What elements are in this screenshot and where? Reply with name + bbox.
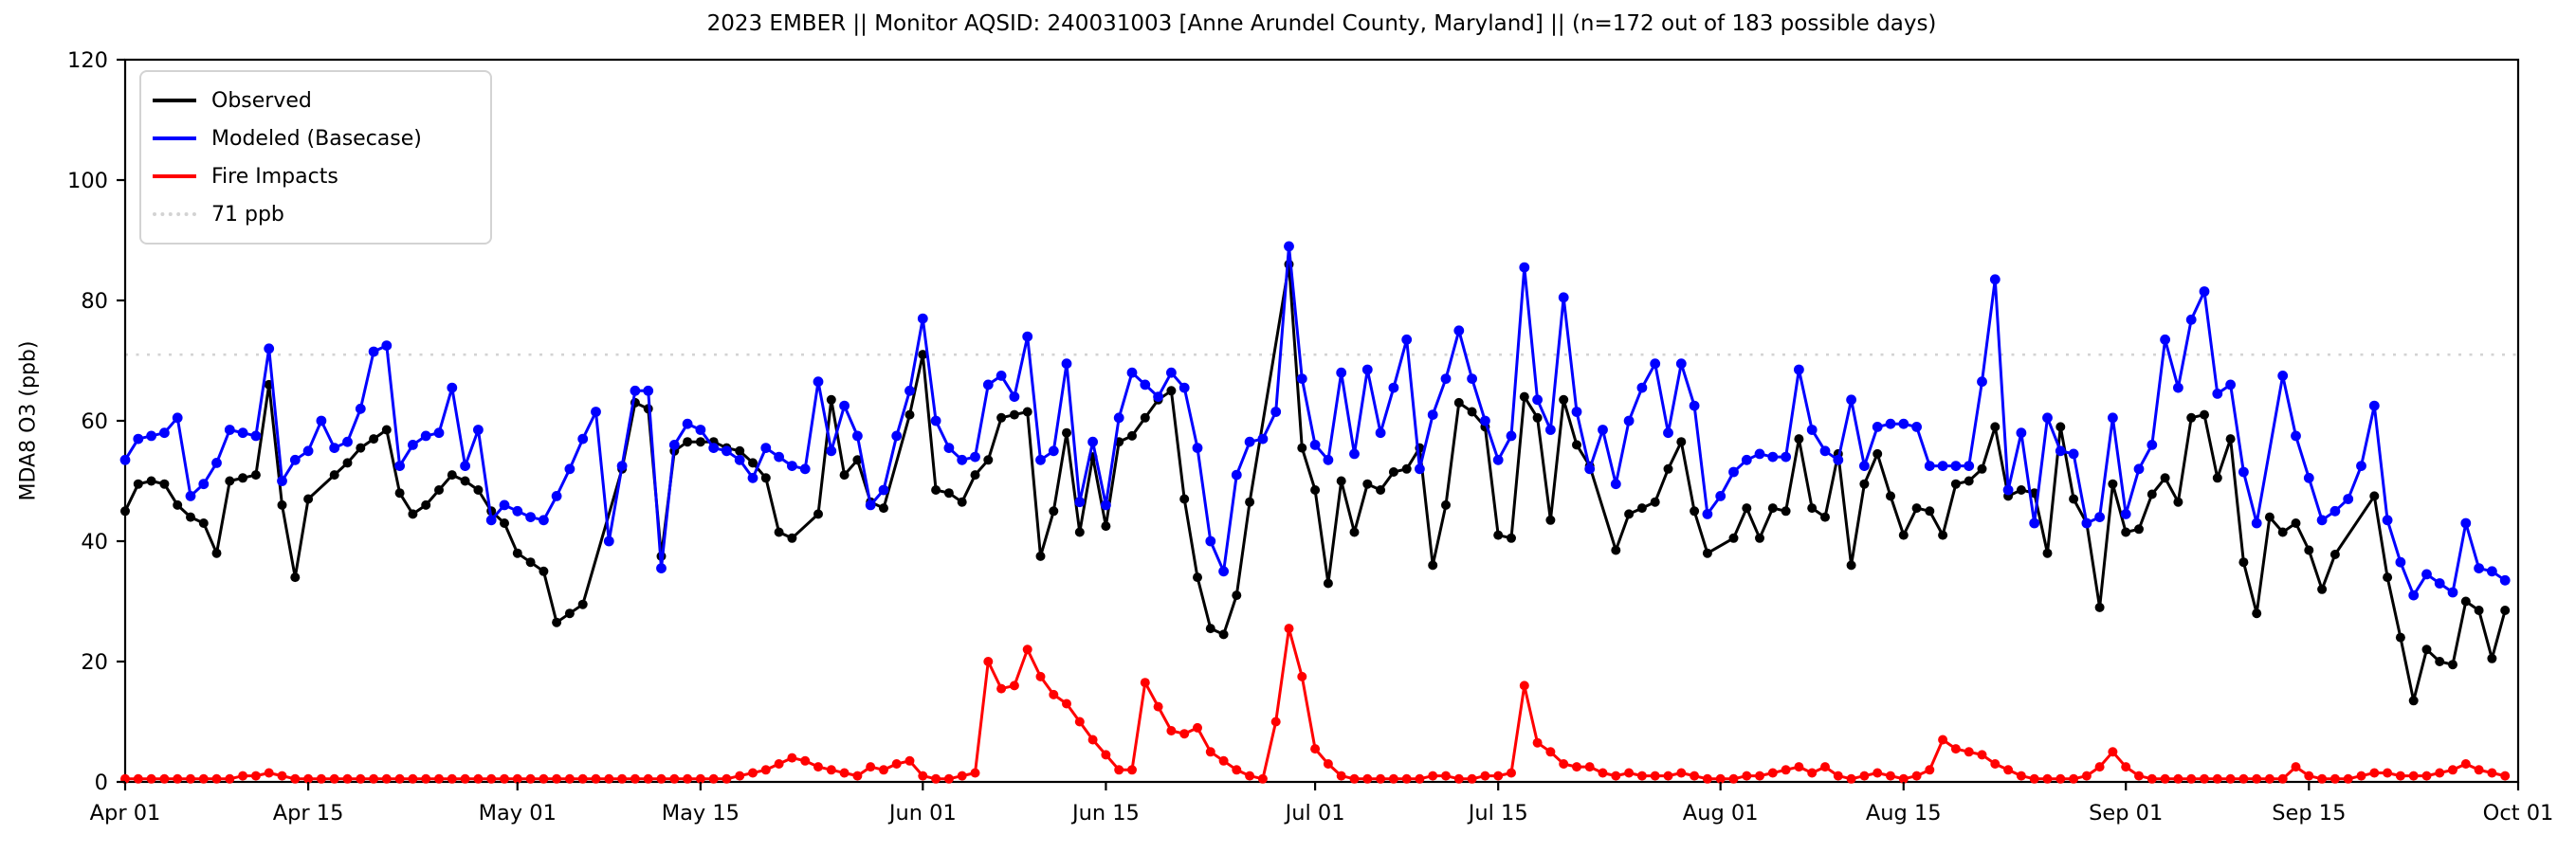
y-tick-label: 80 xyxy=(81,289,108,314)
y-axis-label: MDA8 O3 (ppb) xyxy=(16,340,41,501)
y-axis: 0 20 40 60 80 100 120 xyxy=(67,48,125,795)
observed-series xyxy=(120,259,2511,706)
legend-label-threshold: 71 ppb xyxy=(211,202,284,227)
legend-item-threshold: 71 ppb xyxy=(153,195,477,233)
legend-item-modeled: Modeled (Basecase) xyxy=(153,119,477,157)
modeled-series-line xyxy=(123,245,2507,597)
y-tick-label: 40 xyxy=(81,530,108,554)
chart-title: 2023 EMBER || Monitor AQSID: 240031003 [… xyxy=(706,11,1937,36)
y-tick-label: 120 xyxy=(67,48,108,73)
threshold-line-sample xyxy=(153,212,196,216)
x-tick-label: Apr 15 xyxy=(273,801,344,826)
observed-series-line xyxy=(123,263,2507,702)
legend-label-fire-impacts: Fire Impacts xyxy=(211,164,338,189)
y-tick-label: 0 xyxy=(95,771,108,795)
legend-label-modeled: Modeled (Basecase) xyxy=(211,126,422,151)
x-tick-label: May 15 xyxy=(662,801,740,826)
fire-impacts-line-sample xyxy=(153,174,196,178)
y-tick-label: 100 xyxy=(67,169,108,193)
legend: Observed Modeled (Basecase) Fire Impacts… xyxy=(139,70,492,245)
legend-item-fire-impacts: Fire Impacts xyxy=(153,157,477,195)
x-tick-label: Jun 01 xyxy=(887,801,957,826)
x-tick-label: Jun 15 xyxy=(1070,801,1140,826)
x-tick-label: May 01 xyxy=(479,801,557,826)
legend-item-observed: Observed xyxy=(153,82,477,119)
modeled-series xyxy=(119,241,2511,601)
x-tick-label: Aug 15 xyxy=(1866,801,1942,826)
x-tick-label: Apr 01 xyxy=(90,801,161,826)
observed-line-sample xyxy=(153,99,196,102)
legend-label-observed: Observed xyxy=(211,88,312,113)
x-tick-label: Jul 15 xyxy=(1467,801,1528,826)
y-tick-label: 60 xyxy=(81,409,108,434)
x-tick-label: Oct 01 xyxy=(2483,801,2554,826)
x-tick-label: Sep 15 xyxy=(2272,801,2346,826)
x-axis: Apr 01 Apr 15 May 01 May 15 Jun 01 Jun 15 Jul … xyxy=(90,782,2554,826)
fire-impacts-series xyxy=(120,624,2511,784)
x-tick-label: Jul 01 xyxy=(1284,801,1345,826)
x-tick-label: Aug 01 xyxy=(1683,801,1759,826)
fire-impacts-series-line xyxy=(125,626,2506,781)
x-tick-label: Sep 01 xyxy=(2089,801,2163,826)
modeled-line-sample xyxy=(153,136,196,140)
y-tick-label: 20 xyxy=(81,650,108,675)
